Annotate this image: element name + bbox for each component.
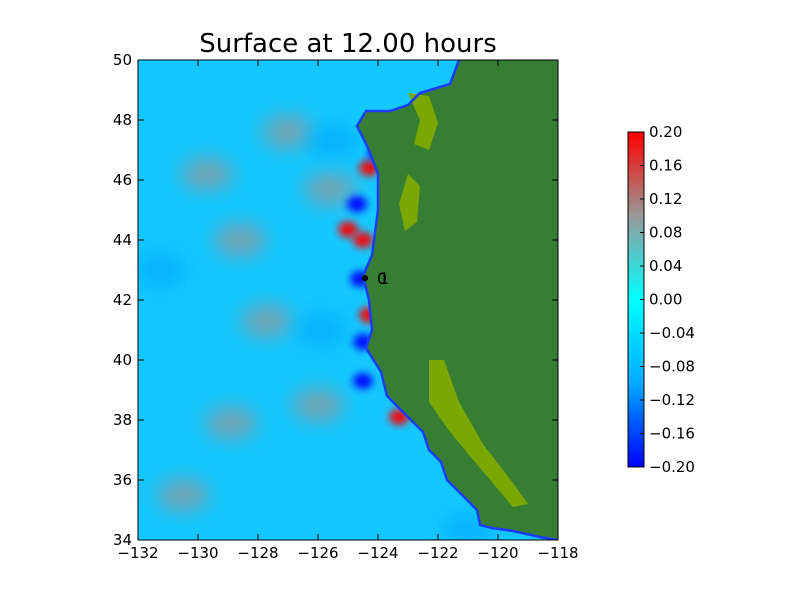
x-tick-label: −124 [357,544,398,562]
surface-feature-positive-11 [292,389,344,421]
colorbar-tick-label: −0.20 [649,458,695,476]
y-axis: 34 36 38 40 42 44 46 48 50 [113,51,558,549]
colorbar-tick-label: −0.08 [649,358,695,376]
plot-area: 01 [138,60,558,540]
surface-feature-positive-12 [262,116,314,148]
y-tick-label: 38 [113,411,132,429]
x-tick-label: −120 [477,544,518,562]
y-tick-label: 44 [113,231,132,249]
puget-lowland [408,93,438,150]
colorbar: 0.20 0.16 0.12 0.08 0.04 0.00 −0.04 −0.08 −0.12 −… [627,123,695,476]
surface-feature-positive-10 [157,479,209,511]
y-tick-label: 48 [113,111,132,129]
chart-title: Surface at 12.00 hours [199,29,497,59]
x-tick-label: −126 [297,544,338,562]
x-tick-label: −128 [237,544,278,562]
y-tick-label: 42 [113,291,132,309]
colorbar-tick-label: −0.12 [649,391,695,409]
central-valley [429,360,528,507]
surface-feature-negative-18 [138,254,185,286]
x-axis: −132 −130 −128 −126 −124 −122 −120 −118 [117,60,579,562]
y-tick-label: 40 [113,351,132,369]
surface-feature-positive-8 [181,158,233,190]
surface-feature-negative-14 [347,196,367,212]
colorbar-ticks: 0.20 0.16 0.12 0.08 0.04 0.00 −0.04 −0.08 −0.12 −… [640,123,695,476]
colorbar-tick-label: 0.04 [649,257,682,275]
gauges: 01 [362,269,389,288]
x-tick-label: −122 [417,544,458,562]
colorbar-tick-label: −0.04 [649,324,695,342]
coastline-band [355,60,558,540]
x-tick-label: −132 [117,544,158,562]
colorbar-tick-label: 0.12 [649,190,682,208]
gauge-marker-1 [362,275,368,282]
surface-feature-positive-0 [338,221,358,238]
surface-feature-positive-5 [304,173,356,205]
colorbar-tick-label: 0.00 [649,291,682,309]
gauge-label-1: 1 [379,269,389,288]
y-tick-label: 34 [113,531,132,549]
surface-feature-negative-17 [353,373,373,389]
gauge-label-0: 0 [377,269,387,288]
colorbar-tick-label: 0.08 [649,224,682,242]
x-tick-label: −118 [537,544,578,562]
surface-feature-positive-7 [241,305,293,337]
surface-feature-negative-20 [307,125,359,157]
y-tick-label: 46 [113,171,132,189]
colorbar-tick-label: 0.16 [649,157,682,175]
willamette-lowland [399,174,420,231]
x-tick-label: −130 [177,544,218,562]
lowland-features [399,93,528,507]
surface-feature-positive-6 [214,224,266,256]
colorbar-tick-label: 0.20 [649,123,682,141]
y-tick-label: 50 [113,51,132,69]
surface-feature-positive-9 [205,407,257,439]
colorbar-tick-label: −0.16 [649,425,695,443]
surface-feature-positive-1 [353,232,373,248]
y-tick-label: 36 [113,471,132,489]
surface-feature-negative-19 [295,314,347,346]
